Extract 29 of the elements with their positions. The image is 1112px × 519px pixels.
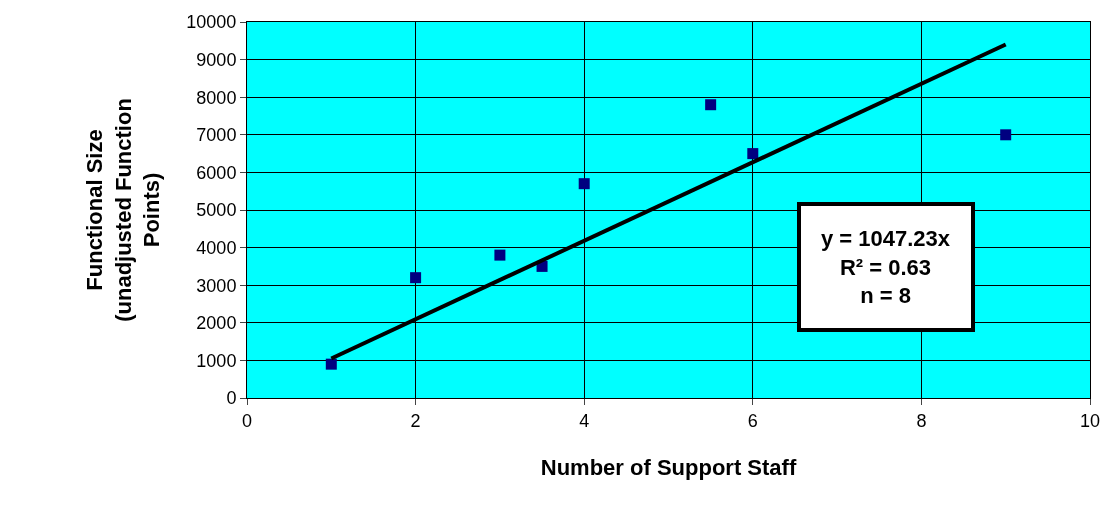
y-axis-title: Functional Size (unadjusted Function Points) (81, 98, 165, 322)
x-tick-label: 10 (1079, 410, 1101, 431)
annotation: R² = 0.63 (839, 254, 932, 280)
y-tick-label: 8000 (196, 87, 237, 108)
x-tick-label: 4 (579, 410, 590, 431)
annotation: n = 8 (860, 283, 911, 309)
y-tick-label: 5000 (196, 200, 237, 221)
x-tick-label: 2 (410, 410, 421, 431)
y-tick-label: 6000 (196, 162, 237, 183)
point (578, 178, 590, 190)
x-axis-title: Number of Support Staff (540, 455, 797, 481)
annotation: y = 1047.23x (821, 226, 951, 251)
x-tick-label: 6 (747, 410, 758, 431)
x-tick-label: 0 (241, 410, 253, 431)
y-tick-label: 0 (226, 388, 237, 409)
point (494, 249, 506, 261)
y-tick-label: 4000 (196, 237, 237, 258)
y-tick-label: 10000 (186, 12, 237, 33)
y-tick-label: 9000 (196, 49, 237, 70)
y-tick-label: 1000 (196, 350, 237, 371)
y-tick-label: 2000 (196, 313, 237, 334)
y-tick-label: 3000 (196, 275, 237, 296)
point (325, 358, 337, 370)
y-tick-label: 7000 (196, 125, 237, 146)
point (747, 148, 759, 160)
x-tick-label: 8 (916, 410, 927, 431)
point (410, 272, 422, 284)
point (705, 99, 717, 111)
point (1000, 129, 1012, 141)
